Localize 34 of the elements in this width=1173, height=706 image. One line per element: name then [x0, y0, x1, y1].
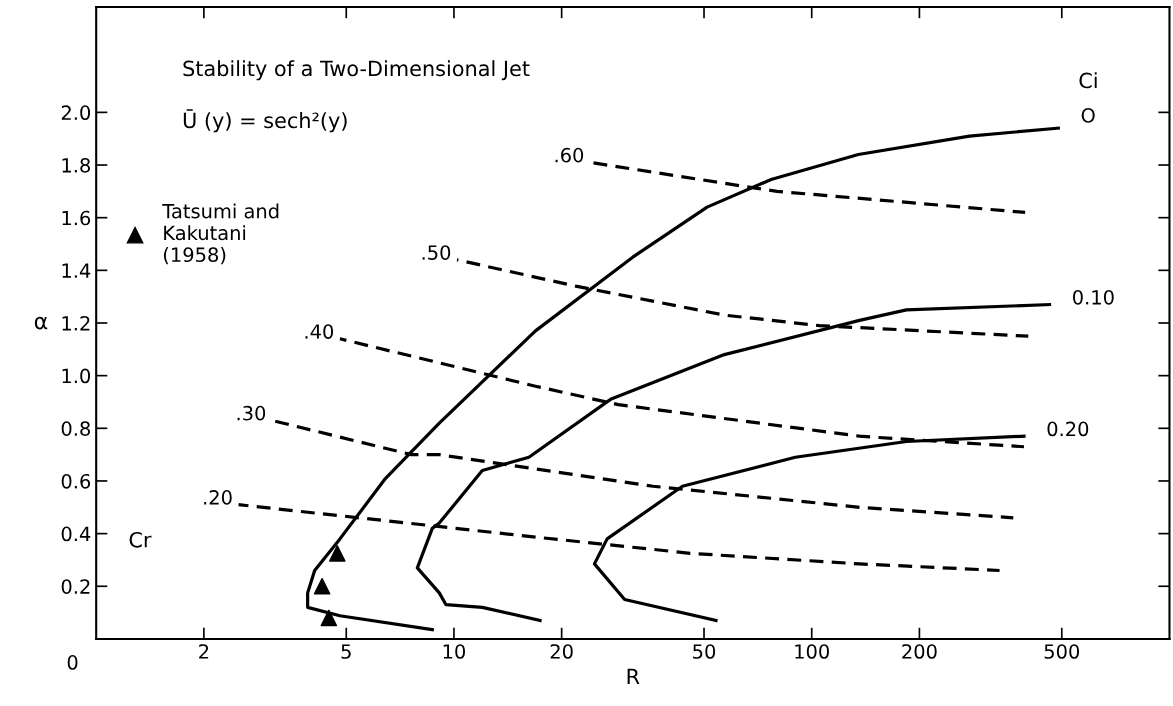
series-label: .50 — [422, 245, 451, 260]
x-tick-label: 10 — [443, 644, 466, 659]
y-tick-label: 1.6 — [62, 210, 91, 226]
series-label: .60 — [555, 147, 584, 163]
text: 0 — [67, 655, 78, 670]
y-tick-label: 0.4 — [61, 526, 91, 542]
legend-label: Tatsumi and Kakutani (1958) — [162, 203, 279, 265]
annotation: Ci — [1079, 72, 1097, 89]
x-tick-label: 5 — [341, 644, 351, 659]
y-tick-label: 1.4 — [62, 263, 91, 278]
y-tick-label: 1.2 — [62, 315, 90, 331]
x-tick-label: 100 — [795, 644, 829, 659]
y-tick-label: 2.0 — [61, 105, 91, 121]
x-axis-title: R — [627, 668, 640, 684]
series-label: .40 — [305, 324, 334, 339]
series-label: .20 — [204, 490, 232, 505]
series-label: .30 — [237, 405, 266, 421]
x-tick-label: 20 — [550, 644, 573, 659]
annotation: Cr — [129, 531, 152, 548]
x-tick-label: 2 — [199, 644, 209, 659]
y-tick-label: 0.6 — [61, 473, 91, 489]
x-tick-label: 200 — [902, 644, 937, 659]
y-tick-label: 0.2 — [61, 579, 90, 594]
y-tick-label: 0.8 — [61, 421, 90, 436]
y-tick-label: 1.0 — [62, 368, 91, 384]
series-label: O — [1081, 107, 1095, 123]
series-label: 0.10 — [1073, 289, 1114, 305]
series-label: 0.20 — [1047, 421, 1089, 437]
y-axis-title: α — [34, 316, 48, 330]
text: Ū (y) = sech²(y) — [183, 109, 347, 133]
text: Stability of a Two-Dimensional Jet — [183, 60, 530, 81]
x-tick-label: 500 — [1044, 644, 1080, 659]
y-tick-label: 1.8 — [62, 157, 90, 173]
x-tick-label: 50 — [693, 644, 716, 659]
